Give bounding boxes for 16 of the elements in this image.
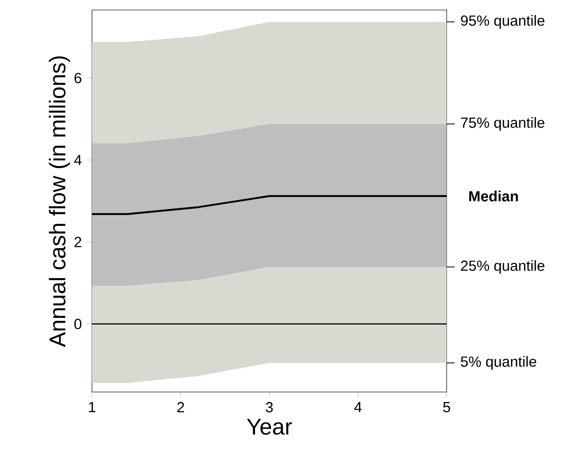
x-tick-label: 4 bbox=[354, 402, 362, 412]
y-tick-label: 2 bbox=[74, 236, 82, 248]
x-tick-label: 2 bbox=[177, 402, 184, 412]
text: 95% quantile bbox=[460, 15, 544, 29]
x-tick-label: 5 bbox=[443, 402, 450, 412]
x-tick-label: 3 bbox=[266, 402, 273, 412]
text: 25% quantile bbox=[460, 260, 544, 274]
x-axis-title: Year bbox=[246, 418, 292, 435]
y-tick-label: 4 bbox=[74, 154, 82, 166]
series-label: Median bbox=[469, 190, 518, 202]
y-tick-label: 6 bbox=[74, 72, 82, 84]
text: 75% quantile bbox=[461, 117, 544, 131]
x-tick-label: 1 bbox=[89, 402, 96, 412]
text: 5% quantile bbox=[460, 356, 536, 370]
y-axis-title: Annual cash flow (in millions) bbox=[48, 56, 70, 348]
y-tick-label: 0 bbox=[74, 318, 82, 330]
